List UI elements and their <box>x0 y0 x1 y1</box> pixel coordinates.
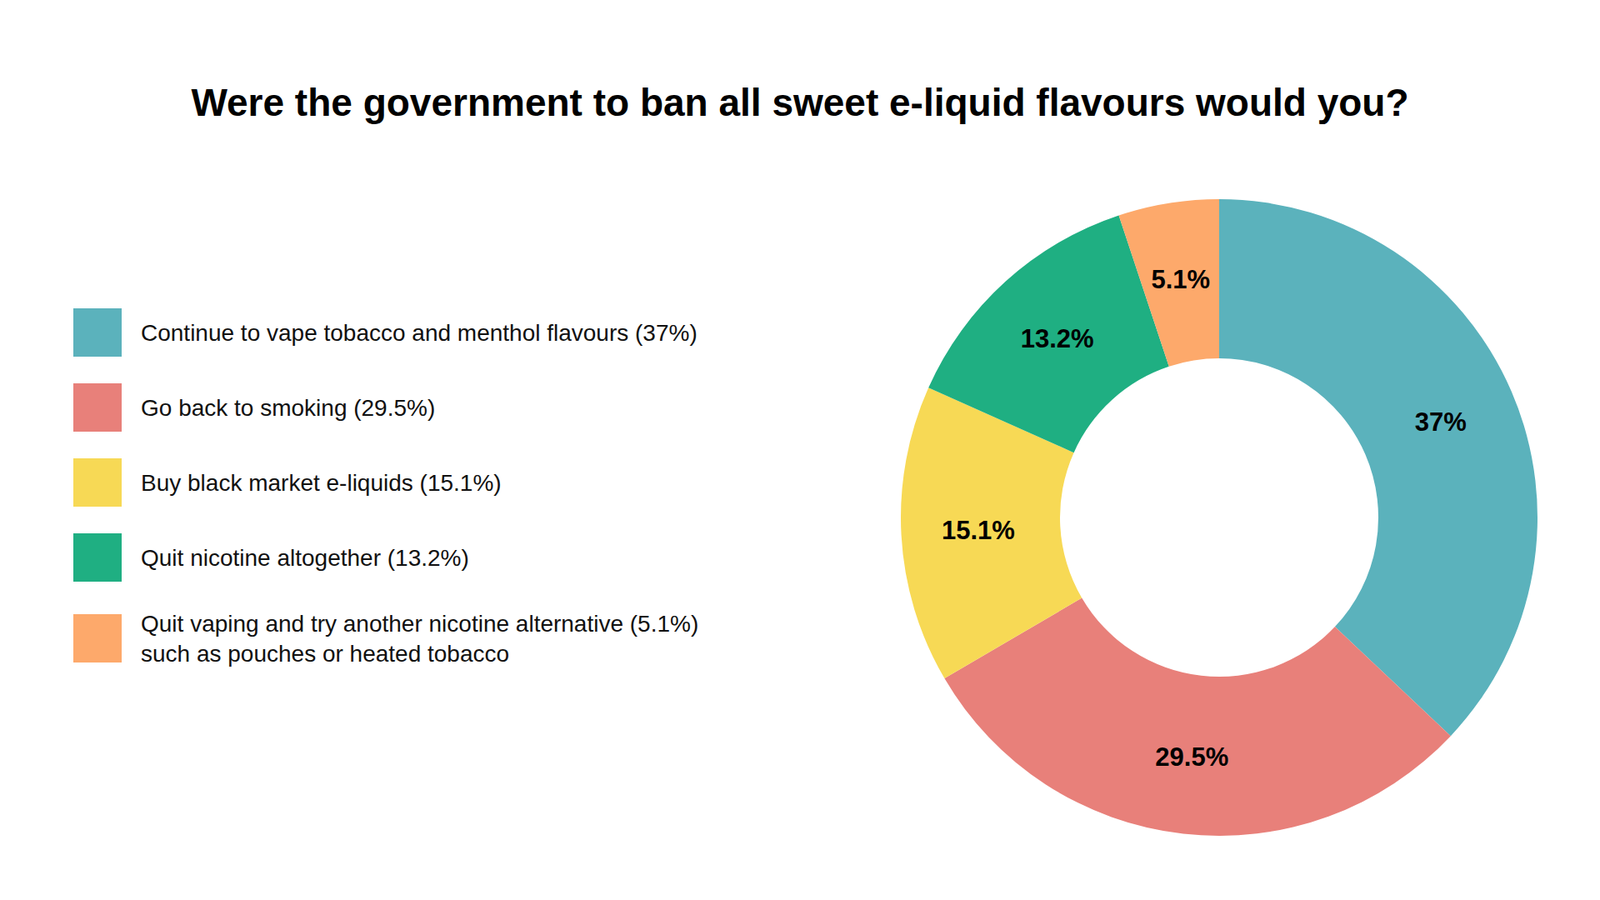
svg-text:15.1%: 15.1% <box>941 515 1015 545</box>
svg-text:5.1%: 5.1% <box>1150 265 1210 295</box>
svg-text:29.5%: 29.5% <box>1155 742 1229 772</box>
svg-text:Buy black market e-liquids (15: Buy black market e-liquids (15.1%) <box>140 470 502 496</box>
svg-text:Were the government to ban all: Were the government to ban all sweet e-l… <box>190 80 1409 125</box>
svg-text:Quit vaping and try another ni: Quit vaping and try another nicotine alt… <box>140 610 699 637</box>
svg-text:37%: 37% <box>1415 407 1467 437</box>
svg-text:Go back to smoking (29.5%): Go back to smoking (29.5%) <box>140 395 435 421</box>
svg-text:such as pouches or heated toba: such as pouches or heated tobacco <box>140 640 510 667</box>
svg-text:Quit nicotine altogether (13.2: Quit nicotine altogether (13.2%) <box>140 545 470 571</box>
svg-text:Continue to vape tobacco and m: Continue to vape tobacco and menthol fla… <box>140 320 698 346</box>
svg-text:13.2%: 13.2% <box>1020 324 1095 354</box>
